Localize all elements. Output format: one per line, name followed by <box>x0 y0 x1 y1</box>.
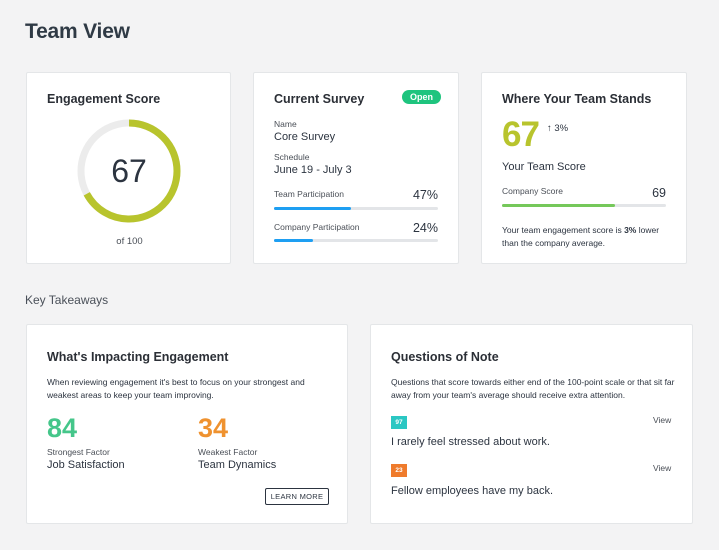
team-score-trend: ↑ 3% <box>547 123 568 134</box>
team-score-label: Your Team Score <box>502 161 586 173</box>
impacting-engagement-card: What's Impacting Engagement When reviewi… <box>26 324 348 524</box>
engagement-gauge: 67 <box>76 118 182 224</box>
company-participation-value: 24% <box>412 221 438 235</box>
trend-value: 3% <box>554 123 569 134</box>
engagement-score-title: Engagement Score <box>47 92 161 106</box>
comparison-prefix: Your team engagement score is <box>502 225 625 235</box>
question-score-badge: 97 <box>391 416 407 429</box>
team-score-value: 67 <box>502 115 540 154</box>
trend-up-icon: ↑ <box>547 123 552 134</box>
question-view-link[interactable]: View <box>653 415 672 425</box>
team-stands-title: Where Your Team Stands <box>502 92 652 106</box>
team-participation-value: 47% <box>412 188 438 202</box>
team-participation-fill <box>274 207 352 210</box>
survey-name-label: Name <box>274 119 297 129</box>
question-text: I rarely feel stressed about work. <box>391 436 550 448</box>
engagement-score-value: 67 <box>111 153 147 189</box>
impacting-engagement-title: What's Impacting Engagement <box>47 350 229 364</box>
strongest-factor-name: Job Satisfaction <box>47 459 125 471</box>
page-title: Team View <box>25 20 130 43</box>
comparison-percent: 3% <box>624 225 637 235</box>
team-participation-bar <box>274 207 438 210</box>
survey-name-value: Core Survey <box>274 131 336 143</box>
strongest-factor-score: 84 <box>47 413 78 443</box>
engagement-score-card: Engagement Score 67 of 100 <box>26 72 231 264</box>
comparison-suffix: lower than the company average. <box>502 225 660 248</box>
company-participation-bar <box>274 239 438 242</box>
impacting-engagement-description: When reviewing engagement it's best to f… <box>47 377 305 400</box>
weakest-factor-label: Weakest Factor <box>198 447 258 457</box>
company-score-label: Company Score <box>502 186 563 196</box>
current-survey-card: Current Survey Open Name Core Survey Sch… <box>253 72 459 264</box>
strongest-factor-label: Strongest Factor <box>47 447 110 457</box>
company-score-value: 69 <box>652 186 666 200</box>
weakest-factor-score: 34 <box>198 413 229 443</box>
survey-status-badge: Open <box>402 90 442 104</box>
engagement-score-max: of 100 <box>116 236 143 247</box>
questions-of-note-card: Questions of Note Questions that score t… <box>370 324 693 524</box>
company-participation-fill <box>274 239 314 242</box>
company-score-fill <box>502 204 616 207</box>
question-text: Fellow employees have my back. <box>391 485 554 497</box>
survey-schedule-value: June 19 - July 3 <box>274 164 352 176</box>
questions-of-note-title: Questions of Note <box>391 350 499 364</box>
gauge-arc <box>77 119 181 223</box>
company-participation-label: Company Participation <box>274 222 360 232</box>
learn-more-button[interactable]: LEARN MORE <box>265 488 329 505</box>
question-view-link[interactable]: View <box>653 463 672 473</box>
questions-of-note-description: Questions that score towards either end … <box>391 377 675 400</box>
survey-schedule-label: Schedule <box>274 152 310 162</box>
team-participation-label: Team Participation <box>274 189 344 199</box>
team-stands-card: Where Your Team Stands 67 ↑ 3% Your Team… <box>481 72 687 264</box>
key-takeaways-heading: Key Takeaways <box>25 293 109 307</box>
team-comparison-text: Your team engagement score is 3% lower t… <box>502 224 674 250</box>
current-survey-title: Current Survey <box>274 92 365 106</box>
weakest-factor-name: Team Dynamics <box>198 459 277 471</box>
company-score-bar <box>502 204 666 207</box>
question-score-badge: 23 <box>391 464 407 477</box>
